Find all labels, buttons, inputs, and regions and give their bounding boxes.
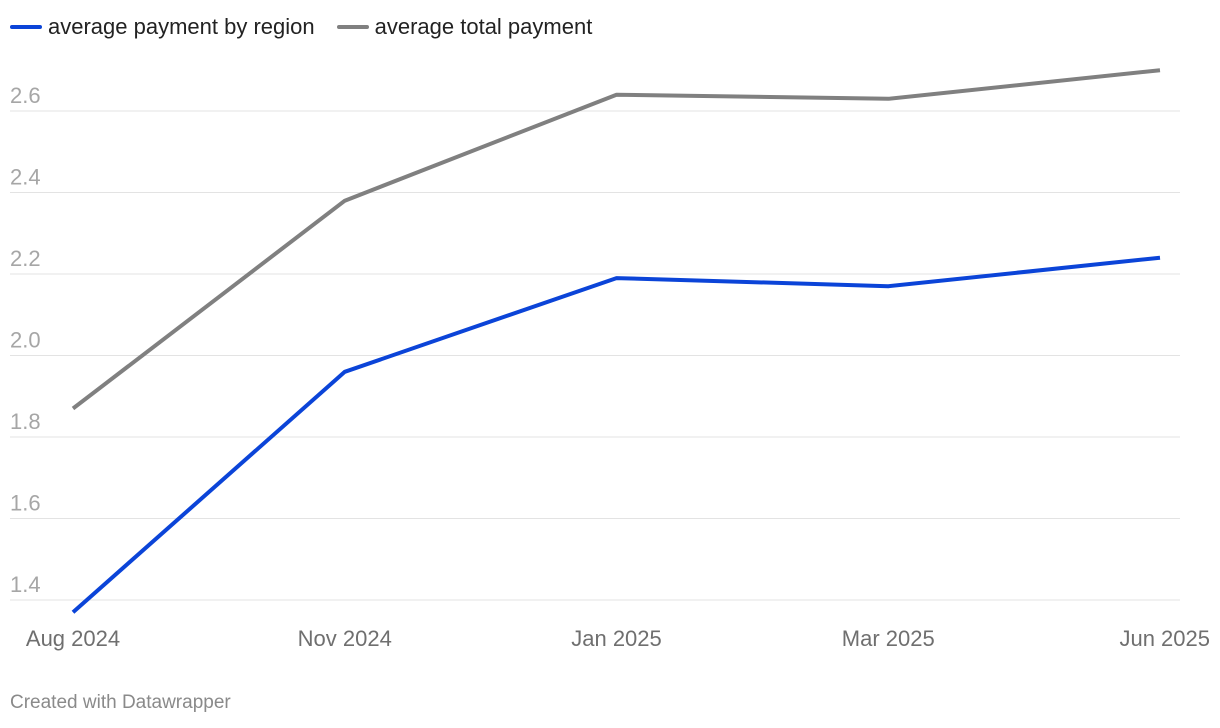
- credit-text: Created with Datawrapper: [10, 692, 231, 713]
- y-tick-label-6: 2.6: [10, 83, 41, 108]
- legend-swatch-total: [336, 25, 369, 29]
- y-tick-label-5: 2.4: [10, 165, 41, 190]
- legend-item-region: average payment by region: [10, 14, 315, 40]
- legend-swatch-region: [10, 25, 42, 29]
- legend-label-region: average payment by region: [48, 14, 315, 39]
- chart-legend: average payment by region average total …: [10, 14, 614, 40]
- x-tick-label-0: Aug 2024: [26, 626, 120, 651]
- y-tick-label-4: 2.2: [10, 246, 41, 271]
- legend-item-total: average total payment: [336, 14, 593, 40]
- x-tick-label-3: Mar 2025: [842, 626, 935, 651]
- series-line-0: [71, 255, 1161, 614]
- y-tick-label-0: 1.4: [10, 572, 41, 597]
- series-line-1: [71, 68, 1161, 411]
- x-tick-label-1: Nov 2024: [298, 626, 392, 651]
- line-chart: 1.4 1.6 1.8 2.0 2.2 2.4 2.6 Aug 2024 Nov 2024 Jan…: [10, 68, 1210, 651]
- y-tick-label-1: 1.6: [10, 491, 41, 516]
- x-tick-label-2: Jan 2025: [571, 626, 662, 651]
- legend-label-total: average total payment: [374, 14, 593, 39]
- y-tick-label-2: 1.8: [10, 409, 41, 434]
- x-tick-label-4: Jun 2025: [1119, 626, 1210, 651]
- y-tick-label-3: 2.0: [10, 328, 41, 353]
